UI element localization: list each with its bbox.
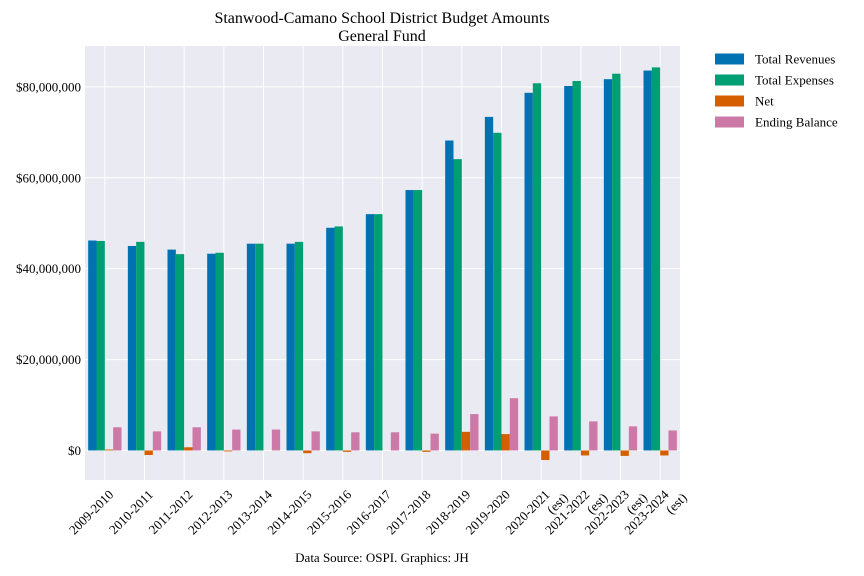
bar-total-expenses	[334, 226, 343, 451]
bar-net	[184, 447, 193, 451]
bar-total-revenues	[326, 227, 335, 451]
bar-net	[223, 450, 233, 452]
bar-ending-balance	[470, 414, 479, 451]
bar-total-revenues	[484, 116, 494, 451]
chart-subtitle: General Fund	[338, 28, 426, 45]
bar-ending-balance	[589, 421, 598, 451]
y-tick-label: $60,000,000	[16, 170, 81, 185]
bar-ending-balance	[271, 429, 281, 451]
bars	[88, 67, 677, 461]
y-tick-label: $40,000,000	[16, 261, 81, 276]
bar-ending-balance	[351, 432, 360, 451]
bar-total-revenues	[207, 253, 216, 451]
legend: Total Revenues Total Expenses Net Ending Ba…	[715, 52, 838, 130]
bar-ending-balance	[509, 398, 519, 451]
bar-net	[144, 450, 153, 456]
bar-total-expenses	[96, 240, 105, 451]
bar-total-revenues	[445, 140, 454, 451]
bar-total-revenues	[564, 85, 573, 451]
bar-total-revenues	[127, 245, 137, 451]
bar-net	[580, 450, 590, 456]
bar-ending-balance	[549, 416, 558, 451]
legend-swatch	[715, 53, 744, 65]
legend-label: Ending Balance	[755, 115, 838, 130]
bar-ending-balance	[668, 430, 677, 451]
bar-total-revenues	[365, 214, 375, 451]
y-tick-label: $0	[68, 443, 81, 458]
bar-total-expenses	[175, 254, 185, 451]
bar-total-expenses	[493, 132, 502, 451]
legend-label: Total Revenues	[755, 52, 835, 67]
bar-net	[660, 450, 669, 456]
x-axis-ticks: 2009-20102010-20112011-20122012-20132013…	[66, 487, 690, 538]
bar-total-expenses	[612, 73, 621, 451]
bar-ending-balance	[430, 433, 439, 451]
bar-total-expenses	[651, 67, 661, 451]
y-tick-label: $20,000,000	[16, 352, 81, 367]
bar-ending-balance	[152, 431, 162, 451]
bar-total-expenses	[572, 80, 581, 451]
bar-net	[541, 450, 550, 461]
bar-net	[422, 450, 431, 452]
bar-net	[501, 434, 510, 451]
bar-total-expenses	[413, 190, 423, 451]
bar-net	[342, 450, 352, 452]
legend-label: Total Expenses	[755, 73, 834, 88]
bar-ending-balance	[232, 429, 241, 451]
bar-ending-balance	[311, 431, 320, 451]
legend-swatch	[715, 116, 744, 128]
bar-net	[461, 431, 471, 451]
bar-total-revenues	[603, 79, 613, 451]
bar-total-revenues	[524, 92, 533, 451]
bar-total-revenues	[246, 243, 256, 451]
bar-total-expenses	[453, 159, 462, 451]
source-note: Data Source: OSPI. Graphics: JH	[295, 550, 469, 565]
bar-total-expenses	[215, 252, 224, 451]
bar-total-expenses	[136, 241, 145, 451]
legend-swatch	[715, 95, 744, 107]
bar-total-expenses	[255, 243, 264, 451]
y-axis-ticks: $0 $20,000,000 $40,000,000 $60,000,000 $80,0…	[16, 79, 81, 458]
bar-ending-balance	[113, 427, 122, 451]
bar-net	[104, 449, 114, 451]
bar-total-revenues	[643, 70, 652, 451]
chart-title: Stanwood-Camano School District Budget A…	[214, 10, 549, 27]
bar-total-revenues	[405, 190, 414, 451]
bar-ending-balance	[628, 426, 638, 451]
y-tick-label: $80,000,000	[16, 79, 81, 94]
legend-swatch	[715, 74, 744, 86]
bar-total-revenues	[88, 240, 97, 451]
bar-total-revenues	[167, 249, 176, 451]
bar-total-expenses	[294, 241, 304, 451]
legend-label: Net	[755, 94, 774, 109]
bar-total-expenses	[532, 83, 542, 451]
bar-ending-balance	[192, 427, 201, 451]
bar-total-expenses	[374, 214, 383, 451]
bar-net	[303, 450, 312, 454]
bar-ending-balance	[390, 432, 400, 451]
bar-net	[620, 450, 629, 456]
bar-total-revenues	[286, 243, 295, 451]
